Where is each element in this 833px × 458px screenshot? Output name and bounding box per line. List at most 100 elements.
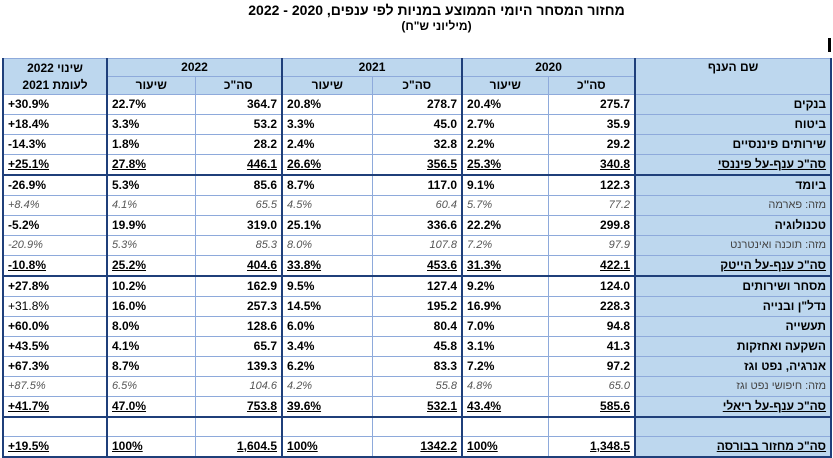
table-row: +30.9% 22.7% 364.7 20.8% 278.7 20.4% 275.7 בנקי… <box>2 94 833 115</box>
total-2021-cell: 117.0 <box>371 174 464 196</box>
change-cell: -14.3% <box>2 134 108 155</box>
table-row: +8.4% 4.1% 65.5 4.5% 60.4 5.7% 77.2 מזה: פארמה <box>2 195 833 216</box>
change-cell: +43.5% <box>2 336 108 357</box>
table-row: +27.8% 10.2% 162.9 9.5% 127.4 9.2% 124.0 מסחר ו… <box>2 275 833 297</box>
total-2022-cell: 104.6 <box>194 376 284 397</box>
total-2020-cell: 124.0 <box>547 275 637 297</box>
total-2020-cell: 97.2 <box>547 356 637 377</box>
table-row: +87.5% 6.5% 104.6 4.2% 55.8 4.8% 65.0 מזה: חיפו… <box>2 376 833 397</box>
change-cell: +25.1% <box>2 154 108 176</box>
table-row: -20.9% 5.3% 85.3 8.0% 107.8 7.2% 97.9 מזה: תוכנ… <box>2 235 833 256</box>
rate-2022-cell: 4.1% <box>106 195 196 216</box>
rate-2021-cell: 3.3% <box>281 114 373 135</box>
total-2021-cell: 60.4 <box>371 195 464 216</box>
rate-header-2020: שיעור <box>461 76 549 95</box>
rate-2021-cell: 14.5% <box>281 296 373 317</box>
total-2022-cell: 65.5 <box>194 195 284 216</box>
total-header-2022[interactable]: סה"כ <box>194 76 284 95</box>
total-2022-cell: 257.3 <box>194 296 284 317</box>
total-2022-cell: 139.3 <box>194 356 284 377</box>
total-2021-cell: 107.8 <box>371 235 464 256</box>
rate-2021-cell: 6.2% <box>281 356 373 377</box>
sector-name-cell: שירותים פיננסיים <box>634 134 833 155</box>
total-2020-cell: 299.8 <box>547 215 637 236</box>
rate-2020-cell: 20.4% <box>461 94 549 115</box>
rate-2020-cell: 7.0% <box>461 316 549 337</box>
rate-2022-cell: 27.8% <box>106 154 196 176</box>
rate-2020-cell: 25.3% <box>461 154 549 176</box>
spacer-cell <box>371 416 464 437</box>
total-2020-cell: 94.8 <box>547 316 637 337</box>
change-cell: +60.0% <box>2 316 108 337</box>
rate-2020-cell: 3.1% <box>461 336 549 357</box>
sector-name-cell: מזה: חיפושי נפט וגז <box>634 376 833 397</box>
rate-2021-cell: 8.0% <box>281 235 373 256</box>
total-2022-cell: 364.7 <box>194 94 284 115</box>
rate-2020-cell: 9.2% <box>461 275 549 297</box>
rate-2022-cell: 1.8% <box>106 134 196 155</box>
spacer-cell <box>194 416 284 437</box>
total-header-2021: סה"כ <box>371 76 464 95</box>
rate-header-2022: שיעור <box>106 76 196 95</box>
table-row: +67.3% 8.7% 139.3 6.2% 83.3 7.2% 97.2 אנרגיה, נ… <box>2 356 833 377</box>
sector-name-cell: אנרגיה, נפט וגז <box>634 356 833 377</box>
rate-2021-cell: 25.1% <box>281 215 373 236</box>
rate-2020-cell: 9.1% <box>461 174 549 196</box>
rate-2022-cell: 25.2% <box>106 255 196 277</box>
change-cell: +67.3% <box>2 356 108 377</box>
sector-name-cell: השקעה ואחזקות <box>634 336 833 357</box>
total-2022-cell: 85.3 <box>194 235 284 256</box>
year-2021-header: 2021 <box>281 58 464 77</box>
rate-2020-cell: 4.8% <box>461 376 549 397</box>
sector-name-cell: טכנולוגיה <box>634 215 833 236</box>
change-cell: +27.8% <box>2 275 108 297</box>
sector-name-cell: סה"כ ענף-על פיננסי <box>634 154 833 176</box>
edge-marker <box>828 38 831 52</box>
table-row: +25.1% 27.8% 446.1 26.6% 356.5 25.3% 340.8 סה"כ… <box>2 154 833 176</box>
total-2021-cell: 80.4 <box>371 316 464 337</box>
total-2022-cell: 65.7 <box>194 336 284 357</box>
spacer-cell <box>106 416 196 437</box>
sector-name-cell: ביטוח <box>634 114 833 135</box>
table-row: +43.5% 4.1% 65.7 3.4% 45.8 3.1% 41.3 השקעה ואחז… <box>2 336 833 357</box>
grand-change-cell: +19.5% <box>2 436 108 458</box>
sector-name-cell: בנקים <box>634 94 833 115</box>
rate-2022-cell: 10.2% <box>106 275 196 297</box>
change-cell: +8.4% <box>2 195 108 216</box>
total-2022-cell: 28.2 <box>194 134 284 155</box>
total-2021-cell: 32.8 <box>371 134 464 155</box>
rate-2021-cell: 4.2% <box>281 376 373 397</box>
year-2020-header: 2020 <box>461 58 637 77</box>
rate-2021-cell: 33.8% <box>281 255 373 277</box>
total-2022-cell: 53.2 <box>194 114 284 135</box>
total-2020-cell: 29.2 <box>547 134 637 155</box>
total-2022-cell: 85.6 <box>194 174 284 196</box>
total-2022-cell: 753.8 <box>194 396 284 418</box>
rate-2022-cell: 8.0% <box>106 316 196 337</box>
total-2020-cell: 275.7 <box>547 94 637 115</box>
rate-2022-cell: 3.3% <box>106 114 196 135</box>
sector-name-cell: סה"כ ענף-על ריאלי <box>634 396 833 418</box>
change-cell: +41.7% <box>2 396 108 418</box>
table-subtitle: (מיליוני ש"ח) <box>401 19 472 33</box>
total-2020-cell: 122.3 <box>547 174 637 196</box>
rate-2022-cell: 8.7% <box>106 356 196 377</box>
change-cell: -5.2% <box>2 215 108 236</box>
total-2020-cell: 35.9 <box>547 114 637 135</box>
header-row-years: שינוי 2022 לעומת 2021 2022 2021 2020 שם … <box>2 58 833 95</box>
change-cell: -20.9% <box>2 235 108 256</box>
rate-2020-cell: 5.7% <box>461 195 549 216</box>
table-row: +60.0% 8.0% 128.6 6.0% 80.4 7.0% 94.8 תעשייה <box>2 316 833 337</box>
total-2021-cell: 336.6 <box>371 215 464 236</box>
total-2021-cell: 195.2 <box>371 296 464 317</box>
change-cell: -10.8% <box>2 255 108 277</box>
spacer-cell <box>461 416 549 437</box>
total-2021-cell: 55.8 <box>371 376 464 397</box>
grand-rate-2020-cell: 100% <box>461 436 549 458</box>
rate-2021-cell: 3.4% <box>281 336 373 357</box>
rate-2021-cell: 4.5% <box>281 195 373 216</box>
total-2021-cell: 45.0 <box>371 114 464 135</box>
total-2020-cell: 41.3 <box>547 336 637 357</box>
grand-rate-2022-cell: 100% <box>106 436 196 458</box>
rate-2021-cell: 6.0% <box>281 316 373 337</box>
